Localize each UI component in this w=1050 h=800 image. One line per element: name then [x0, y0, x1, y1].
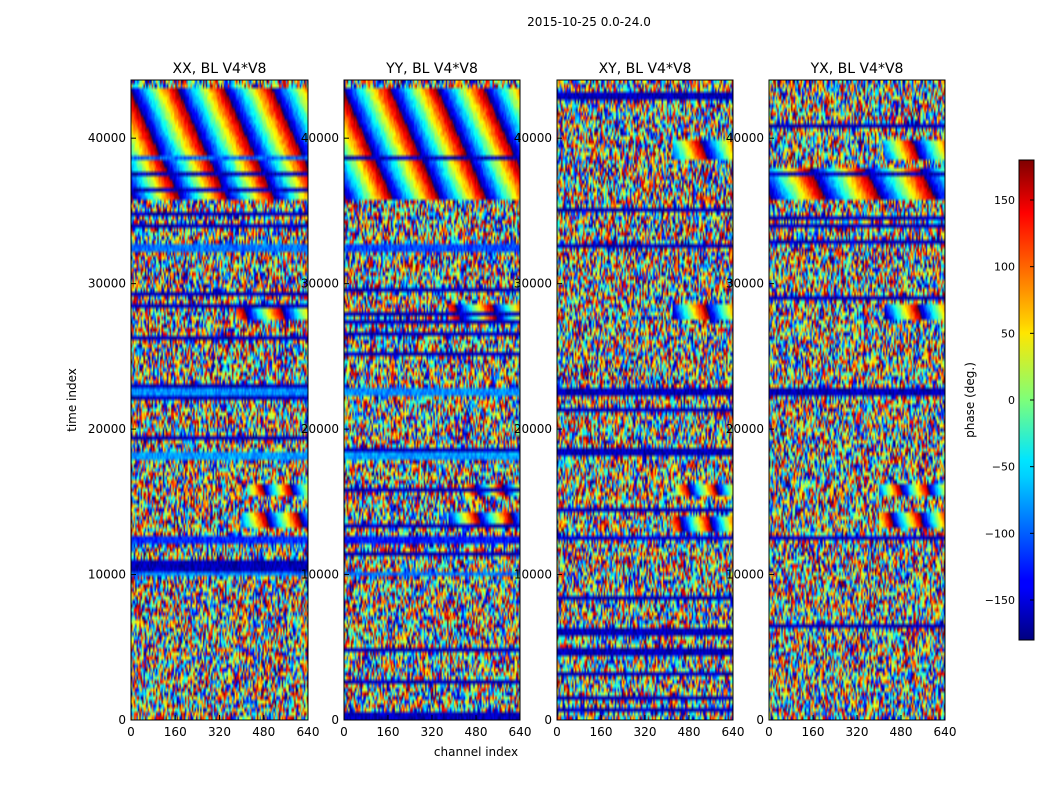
y-axis-label: time index — [65, 368, 79, 432]
colorbar-tick-label: −50 — [992, 461, 1015, 474]
y-tick-label: 0 — [118, 713, 126, 727]
figure-suptitle: 2015-10-25 0.0-24.0 — [527, 15, 651, 29]
colorbar-tick-label: −100 — [985, 527, 1015, 540]
colorbar-ticks: −150 −100 −50 0 50 100 150 — [985, 194, 1034, 607]
y-tick-label: 0 — [756, 713, 764, 727]
x-tick-label: 320 — [208, 725, 231, 739]
y-tick-label: 10000 — [514, 568, 552, 582]
x-tick-label: 160 — [802, 725, 825, 739]
y-tick-label: 30000 — [301, 277, 339, 291]
colorbar-tick-label: 50 — [1001, 327, 1015, 340]
panel-2-title: YY, BL V4*V8 — [385, 61, 478, 77]
colorbar-tick-label: −150 — [985, 594, 1015, 607]
colorbar-tick-label: 100 — [994, 261, 1015, 274]
colorbar: −150 −100 −50 0 50 100 150 phase (deg.) — [963, 159, 1035, 641]
y-tick-label: 0 — [544, 713, 552, 727]
y-tick-label: 20000 — [88, 422, 126, 436]
panel-4: YX, BL V4*V8 0 160 320 480 640 0 10000 20000 3000… — [726, 61, 957, 739]
x-tick-label: 640 — [722, 725, 745, 739]
panel-4-heatmap — [769, 80, 945, 720]
x-tick-label: 640 — [509, 725, 532, 739]
x-tick-label: 0 — [553, 725, 561, 739]
x-tick-label: 480 — [465, 725, 488, 739]
y-tick-label: 30000 — [726, 277, 764, 291]
panel-2-heatmap — [344, 80, 520, 720]
colorbar-label: phase (deg.) — [963, 362, 977, 438]
panel-1-heatmap — [131, 80, 308, 720]
x-tick-label: 160 — [590, 725, 613, 739]
x-tick-label: 0 — [765, 725, 773, 739]
panels-group: XX, BL V4*V8 0 160 320 480 640 0 10000 20000 3000… — [88, 61, 957, 739]
x-tick-label: 0 — [340, 725, 348, 739]
panel-1-title: XX, BL V4*V8 — [173, 61, 267, 77]
x-axis-label: channel index — [434, 745, 518, 759]
x-tick-label: 0 — [127, 725, 135, 739]
panel-1: XX, BL V4*V8 0 160 320 480 640 0 10000 20000 3000… — [88, 61, 320, 739]
x-tick-label: 480 — [678, 725, 701, 739]
x-tick-label: 320 — [634, 725, 657, 739]
x-tick-label: 160 — [164, 725, 187, 739]
y-tick-label: 40000 — [514, 131, 552, 145]
panel-3-heatmap — [557, 80, 733, 720]
x-tick-label: 160 — [377, 725, 400, 739]
panel-2: YY, BL V4*V8 0 160 320 480 640 0 10000 20000 3000… — [301, 61, 532, 739]
panel-3: XY, BL V4*V8 0 160 320 480 640 0 10000 20000 3000… — [514, 61, 745, 739]
panel-3-title: XY, BL V4*V8 — [599, 61, 692, 77]
x-tick-label: 320 — [846, 725, 869, 739]
y-tick-label: 40000 — [301, 131, 339, 145]
y-tick-label: 20000 — [514, 422, 552, 436]
x-tick-label: 640 — [297, 725, 320, 739]
colorbar-tick-label: 150 — [994, 194, 1015, 207]
y-tick-label: 10000 — [88, 568, 126, 582]
y-tick-label: 40000 — [726, 131, 764, 145]
y-tick-label: 30000 — [514, 277, 552, 291]
x-tick-label: 480 — [252, 725, 275, 739]
y-tick-label: 30000 — [88, 277, 126, 291]
x-tick-label: 480 — [890, 725, 913, 739]
y-tick-label: 0 — [331, 713, 339, 727]
y-tick-label: 20000 — [301, 422, 339, 436]
x-tick-label: 320 — [421, 725, 444, 739]
y-tick-label: 20000 — [726, 422, 764, 436]
y-tick-label: 10000 — [726, 568, 764, 582]
y-tick-label: 40000 — [88, 131, 126, 145]
panel-4-title: YX, BL V4*V8 — [810, 61, 904, 77]
x-tick-label: 640 — [934, 725, 957, 739]
y-tick-label: 10000 — [301, 568, 339, 582]
colorbar-tick-label: 0 — [1008, 394, 1015, 407]
